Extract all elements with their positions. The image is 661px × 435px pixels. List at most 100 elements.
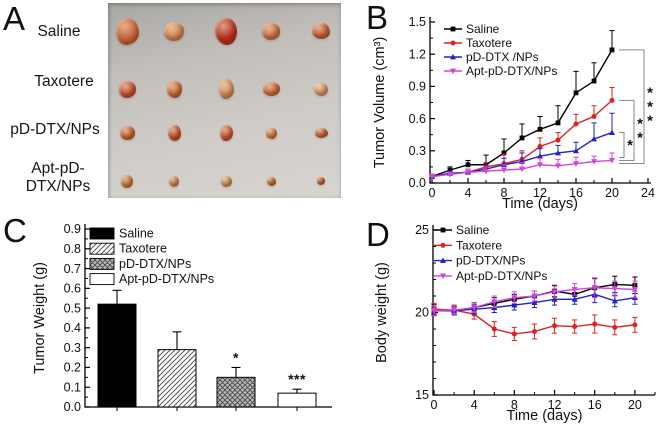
data-marker: [591, 78, 597, 84]
data-marker: [551, 296, 558, 302]
significance-bracket: *: [619, 132, 633, 158]
data-marker: [519, 135, 525, 141]
data-marker: [611, 286, 618, 292]
bar-Apt-pD-DTX/NPs: ***: [277, 371, 317, 408]
y-tick-label: 0.5: [64, 301, 81, 315]
y-tick-label: 0.2: [64, 361, 81, 375]
data-marker: [571, 296, 578, 302]
x-tick-label: 20: [605, 186, 619, 200]
x-tick-label: 4: [471, 398, 478, 412]
tumor-specimen: [169, 175, 179, 187]
data-marker: [465, 162, 471, 168]
y-tick-label: 15: [415, 388, 429, 402]
data-marker: [519, 166, 525, 173]
legend-label: Taxotere: [466, 36, 512, 50]
x-tick-label: 4: [465, 186, 472, 200]
bar-Taxotere: [157, 331, 197, 408]
data-marker: [573, 161, 579, 167]
bar-Saline: [97, 289, 137, 408]
data-marker: [537, 126, 543, 132]
data-marker: [429, 174, 435, 180]
x-tick-label: 8: [511, 398, 518, 412]
y-tick-label: 20: [415, 306, 429, 320]
data-marker: [531, 293, 538, 300]
legend-label: pD-DTX/NPs: [119, 257, 191, 271]
significance-stars: *: [647, 85, 653, 102]
legend-label: Saline: [466, 22, 500, 36]
x-tick-label: 24: [641, 186, 655, 200]
data-marker: [531, 299, 538, 305]
data-marker: [501, 150, 507, 156]
data-marker: [431, 308, 437, 314]
y-tick-label: 0.8: [64, 242, 81, 256]
series-Apt-pD-DTX/NPs: [431, 277, 638, 317]
legend-label: Apt-pD-DTX/NPs: [466, 64, 557, 78]
data-marker: [537, 144, 543, 150]
data-marker: [632, 322, 638, 328]
data-marker: [511, 301, 518, 308]
data-marker: [631, 287, 638, 293]
data-marker: [491, 299, 498, 305]
tumor-specimen: [262, 82, 280, 96]
y-tick-label: 0.3: [409, 144, 426, 158]
data-marker: [572, 324, 578, 330]
data-marker: [555, 163, 561, 169]
legend-label: Taxotere: [119, 242, 167, 256]
x-axis-label: Time (days): [502, 196, 578, 212]
x-tick-label: 20: [628, 398, 642, 412]
tumor-specimen: [119, 126, 135, 140]
data-marker: [611, 297, 618, 304]
tumor-specimen: [167, 125, 181, 141]
data-marker: [555, 137, 561, 143]
bar-pD-DTX/NPs: *: [216, 349, 256, 408]
y-tick-label: 0.9: [64, 222, 81, 236]
chart-tumor-volume: 0 4 8 12 16 20 24 0.0 0.3 0.6 0.9 1.2 1.5 Time (days)…: [372, 15, 655, 212]
y-tick-label: 0.4: [64, 321, 81, 335]
axes: 0.0 0.1 0.2 0.3 0.4 0.5 0.6 0.7 0.8 0.9 Tumor Weig…: [32, 222, 332, 414]
legend-label: Taxotere: [456, 238, 502, 252]
tumor-specimen: [314, 128, 328, 138]
data-marker: [451, 307, 458, 314]
y-tick-label: 1.2: [409, 47, 426, 61]
data-marker: [609, 97, 615, 103]
data-marker: [609, 129, 615, 135]
data-marker: [471, 305, 478, 311]
panel-label-a: A: [3, 0, 26, 37]
significance-stars: *: [647, 99, 653, 116]
data-marker: [447, 172, 453, 178]
tumor-specimen: [312, 23, 330, 39]
data-marker: [609, 47, 615, 53]
data-marker: [491, 326, 497, 332]
tumor-specimen: [218, 79, 234, 99]
tumor-specimen: [317, 177, 325, 185]
data-marker: [501, 167, 507, 174]
data-marker: [551, 289, 558, 295]
y-tick-label: 0.6: [64, 282, 81, 296]
x-tick-label: 12: [548, 398, 562, 412]
y-tick-label: 25: [415, 223, 429, 237]
data-marker: [591, 135, 597, 142]
data-marker: [591, 159, 597, 165]
tumor-specimen: [164, 21, 184, 41]
group-label-taxotere: Taxotere: [34, 73, 94, 90]
data-marker: [511, 331, 517, 337]
data-marker: [609, 158, 615, 164]
data-marker: [573, 147, 579, 154]
y-tick-label: 0.9: [409, 80, 426, 94]
data-marker: [450, 26, 456, 32]
tumor-specimen: [118, 80, 136, 98]
series-Saline: [429, 30, 615, 179]
tumor-specimen: [262, 22, 280, 40]
y-axis-label: Tumor Weight (g): [32, 262, 48, 374]
data-marker: [483, 168, 489, 175]
chart-tumor-weight: 0.0 0.1 0.2 0.3 0.4 0.5 0.6 0.7 0.8 0.9 Tumor Weig…: [32, 222, 332, 414]
x-tick-label: 0: [431, 398, 438, 412]
significance-bracket: ***: [619, 49, 653, 164]
x-axis-label: Time (days): [507, 408, 583, 424]
significance-bracket: **: [619, 99, 643, 161]
data-marker: [573, 121, 579, 127]
tumor-specimen: [219, 125, 233, 141]
legend-swatch: [89, 242, 115, 255]
